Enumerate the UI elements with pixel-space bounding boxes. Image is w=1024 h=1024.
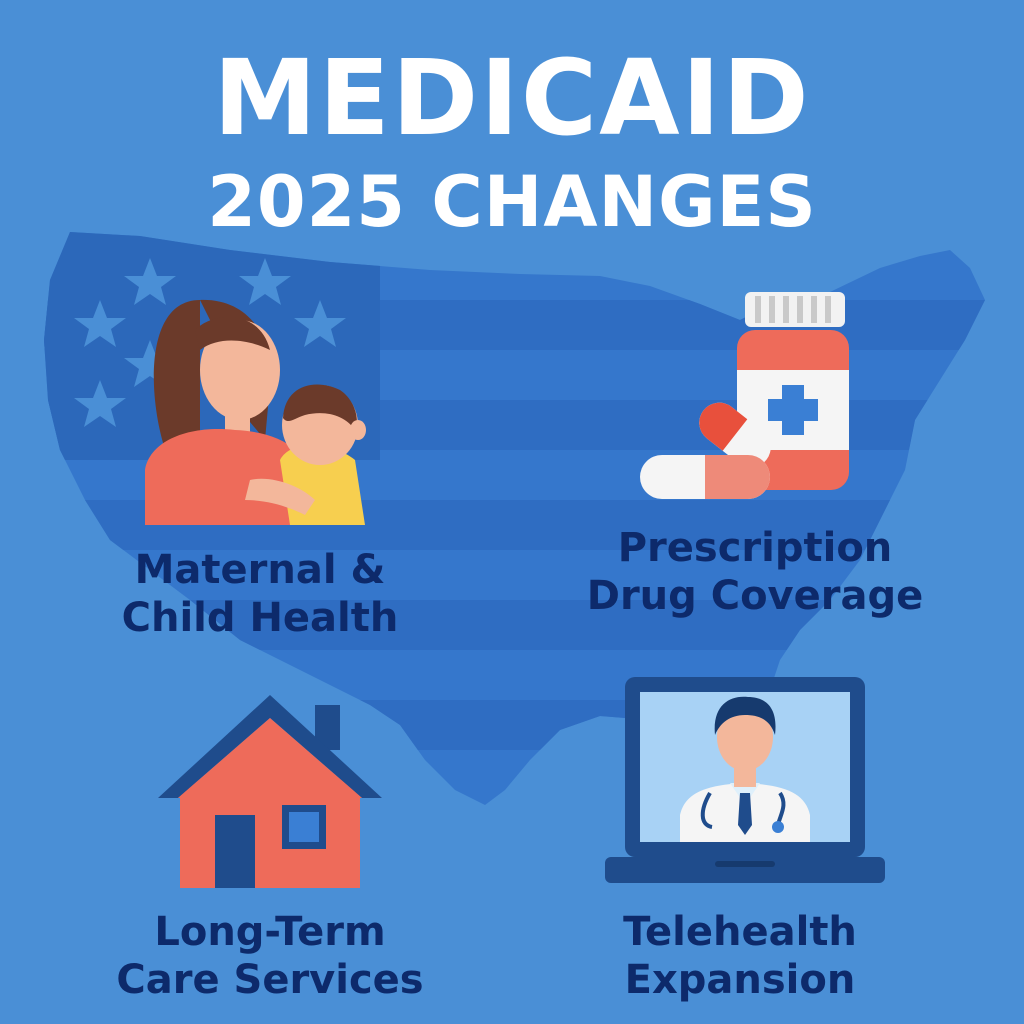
pill-bottle-icon [640,292,849,499]
feature-title-line2: Child Health [121,595,399,641]
laptop-doctor-icon [605,677,885,883]
feature-maternal-child-health: Maternal & Child Health [100,546,420,642]
feature-telehealth-expansion: Telehealth Expansion [590,908,890,1004]
page-title: MEDICAID [213,37,811,159]
feature-title-line1: Prescription [617,525,893,571]
feature-title-line1: Telehealth [623,909,857,955]
feature-title-line1: Maternal & [134,547,386,593]
feature-long-term-care-services: Long-Term Care Services [100,908,440,1004]
feature-title-line2: Drug Coverage [586,573,924,619]
feature-prescription-drug-coverage: Prescription Drug Coverage [575,524,935,620]
mother-child-icon [145,299,366,525]
flag-stars [74,258,346,427]
page-subtitle: 2025 CHANGES [207,161,817,243]
feature-title-line1: Long-Term [154,909,386,955]
house-icon [158,695,382,888]
feature-title-line2: Care Services [116,957,424,1003]
feature-title-line2: Expansion [624,957,856,1003]
